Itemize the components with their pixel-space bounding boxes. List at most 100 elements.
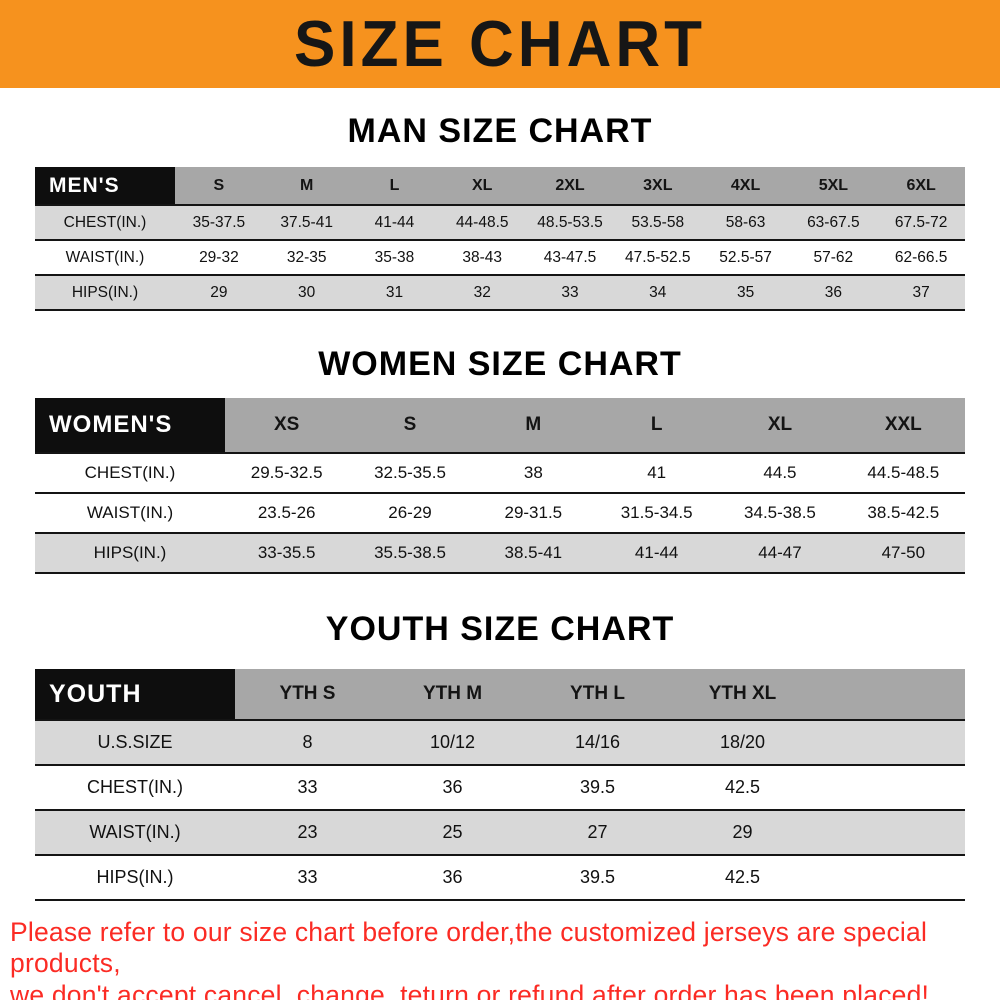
column-header: XL — [767, 414, 793, 435]
column-header: XS — [273, 414, 300, 435]
table-cell: 35-37.5 — [192, 213, 246, 231]
table-cell: 23.5-26 — [257, 503, 316, 522]
table-cell: 63-67.5 — [807, 213, 860, 231]
table-cell: 34 — [649, 283, 667, 301]
table-corner-label: WOMEN'S — [35, 398, 225, 452]
column-header: 3XL — [643, 176, 673, 194]
column-header: YTH S — [279, 683, 336, 704]
table-header-row: WOMEN'S XS S M L XL XXL — [35, 398, 965, 454]
table-row: CHEST(IN.) 33 36 39.5 42.5 — [35, 766, 965, 811]
table-cell: 36 — [442, 867, 463, 887]
women-section-heading: WOMEN SIZE CHART — [318, 345, 682, 383]
table-cell: 31 — [385, 283, 404, 301]
table-cell: 33 — [297, 777, 318, 797]
table-cell: 57-62 — [813, 248, 854, 266]
table-cell: 58-63 — [725, 213, 766, 231]
table-cell: 27 — [587, 822, 608, 842]
table-corner-label: MEN'S — [35, 167, 175, 204]
table-cell: 33-35.5 — [257, 543, 316, 562]
table-cell: 26-29 — [388, 503, 432, 522]
table-cell: 67.5-72 — [894, 213, 948, 231]
table-cell: 48.5-53.5 — [537, 213, 603, 231]
table-cell: 14/16 — [574, 732, 621, 752]
table-cell: 18/20 — [719, 732, 766, 752]
size-chart-banner: SIZE CHART — [0, 0, 1000, 88]
table-row: WAIST(IN.) 29-32 32-35 35-38 38-43 43-47.5 47.… — [35, 241, 965, 276]
table-cell: 29-32 — [199, 248, 239, 266]
table-corner-label: YOUTH — [35, 669, 235, 719]
table-cell: 29-31.5 — [504, 503, 563, 522]
column-header: 5XL — [818, 176, 849, 194]
table-cell: 36 — [824, 283, 842, 301]
column-header: YTH XL — [708, 683, 777, 704]
column-header: YTH M — [422, 683, 483, 704]
table-row: HIPS(IN.) 33-35.5 35.5-38.5 38.5-41 41-44 44-… — [35, 534, 965, 574]
table-cell: 31.5-34.5 — [620, 503, 693, 522]
table-cell: 52.5-57 — [719, 248, 772, 266]
table-cell: 32 — [473, 283, 491, 301]
womens-size-table: WOMEN'S XS S M L XL XXL CHEST(IN.) 29.5-32.5 32.5… — [35, 398, 965, 574]
table-row: CHEST(IN.) 29.5-32.5 32.5-35.5 38 41 44.5 44.5… — [35, 454, 965, 494]
row-label: HIPS(IN.) — [96, 867, 174, 887]
women-size-chart-section: WOMEN SIZE CHART WOMEN'S XS S M L XL XXL CHEST(… — [0, 345, 1000, 574]
table-cell: 29 — [210, 283, 228, 301]
man-size-chart-section: MAN SIZE CHART MEN'S S M L XL 2XL 3XL 4XL 5XL 6XL… — [0, 112, 1000, 311]
table-cell: 38.5-41 — [504, 543, 563, 562]
footer-disclaimer-line1: Please refer to our size chart before or… — [10, 917, 928, 979]
man-section-heading: MAN SIZE CHART — [347, 112, 653, 150]
table-cell: 41-44 — [374, 213, 415, 231]
table-cell: 33 — [297, 867, 318, 887]
row-label: U.S.SIZE — [97, 732, 173, 752]
table-cell: 10/12 — [429, 732, 476, 752]
table-row: HIPS(IN.) 29 30 31 32 33 34 35 36 37 — [35, 276, 965, 311]
table-cell: 44-48.5 — [455, 213, 509, 231]
table-cell: 37 — [912, 283, 930, 301]
table-cell: 39.5 — [579, 867, 616, 887]
row-label: WAIST(IN.) — [89, 822, 181, 842]
table-cell: 47-50 — [881, 543, 926, 562]
footer-disclaimer-line2: we don't accept cancel, change, teturn o… — [10, 979, 930, 1000]
table-row: WAIST(IN.) 23 25 27 29 — [35, 811, 965, 856]
table-cell: 47.5-52.5 — [625, 248, 691, 266]
youth-size-chart-section: YOUTH SIZE CHART YOUTH YTH S YTH M YTH L YTH… — [0, 610, 1000, 901]
column-header: XXL — [884, 414, 922, 435]
table-row: HIPS(IN.) 33 36 39.5 42.5 — [35, 856, 965, 901]
table-cell: 42.5 — [724, 867, 761, 887]
row-label: CHEST(IN.) — [63, 213, 147, 231]
column-header: YTH L — [570, 683, 625, 704]
table-header-row: MEN'S S M L XL 2XL 3XL 4XL 5XL 6XL — [35, 167, 965, 206]
table-cell: 38.5-42.5 — [867, 503, 940, 522]
table-header-row: YOUTH YTH S YTH M YTH L YTH XL — [35, 669, 965, 721]
table-cell: 62-66.5 — [894, 248, 948, 266]
table-cell: 36 — [442, 777, 463, 797]
column-header: 2XL — [555, 176, 585, 194]
table-cell: 44.5-48.5 — [867, 463, 940, 482]
column-header: S — [213, 176, 225, 194]
row-label: WAIST(IN.) — [65, 248, 145, 266]
column-header: XL — [472, 176, 493, 194]
table-cell: 44-47 — [758, 543, 802, 562]
column-header: 4XL — [730, 176, 761, 194]
row-label: WAIST(IN.) — [86, 503, 174, 522]
column-header: S — [403, 414, 417, 435]
table-cell: 41 — [647, 463, 667, 482]
table-cell: 23 — [297, 822, 318, 842]
table-cell: 39.5 — [579, 777, 616, 797]
row-label: CHEST(IN.) — [87, 777, 183, 797]
column-header: L — [389, 176, 400, 194]
table-cell: 33 — [561, 283, 579, 301]
column-header: M — [300, 176, 314, 194]
table-cell: 41-44 — [634, 543, 679, 562]
table-cell: 32-35 — [286, 248, 327, 266]
table-cell: 25 — [442, 822, 463, 842]
table-cell: 8 — [302, 732, 313, 752]
table-cell: 37.5-41 — [280, 213, 333, 231]
table-cell: 43-47.5 — [543, 248, 597, 266]
table-cell: 38-43 — [462, 248, 503, 266]
column-header: L — [650, 414, 663, 435]
table-cell: 30 — [298, 283, 316, 301]
banner-title: SIZE CHART — [294, 7, 706, 81]
youth-size-table: YOUTH YTH S YTH M YTH L YTH XL U.S.SIZE 8 10/12… — [35, 669, 965, 901]
table-cell: 29.5-32.5 — [250, 463, 323, 482]
table-cell: 35 — [736, 283, 755, 301]
